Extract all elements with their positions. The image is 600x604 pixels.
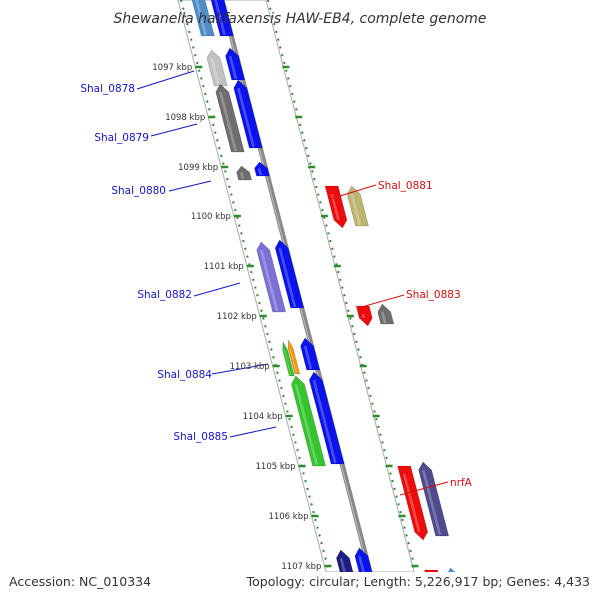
gene-arrow-shine [257, 167, 263, 176]
genome-summary-text: Topology: circular; Length: 5,226,917 bp… [246, 574, 590, 589]
gene-label-leader [329, 184, 377, 200]
gene-arrow [282, 340, 295, 377]
gene-arrow [424, 569, 439, 572]
gene-arrow-shine [350, 193, 362, 226]
gene-arrow-shine [259, 249, 279, 312]
gene-arrow-shine [361, 313, 366, 319]
gene-arrow-shine [283, 349, 292, 376]
gene-arrow [225, 47, 246, 81]
gene-arrow [191, 0, 215, 37]
gene-arrow [236, 165, 252, 181]
gene-label-forward: Shal_0884 [157, 369, 212, 381]
gene-label-forward: Shal_0882 [137, 289, 192, 301]
gene-arrow-shine [402, 473, 421, 533]
position-label: 1098 kbp [165, 113, 205, 123]
gene-arrow-shine [239, 171, 245, 180]
gene-label-forward: Shal_0880 [111, 185, 166, 197]
accession-text: Accession: NC_010334 [9, 574, 151, 589]
gene-label-forward: Shal_0885 [173, 431, 228, 443]
gene-arrow [377, 303, 395, 325]
gene-label-leader [168, 180, 212, 192]
gene-features [191, 0, 456, 572]
gene-arrow [274, 239, 305, 309]
gene-arrow [397, 465, 429, 541]
position-label: 1105 kbp [256, 462, 296, 472]
position-label: 1103 kbp [230, 362, 270, 372]
gene-label-reverse: Shal_0881 [378, 180, 433, 192]
gene-arrow [308, 371, 345, 465]
gene-arrow [336, 549, 354, 572]
position-label: 1100 kbp [191, 212, 231, 222]
gene-arrow-shine [339, 557, 346, 572]
gene-label-leader [193, 282, 241, 297]
map-title: Shewanella halifaxensis HAW-EB4, complet… [113, 11, 486, 27]
position-labels: 1097 kbp 1098 kbp 1099 kbp 1100 kbp 1101 kbp… [152, 63, 321, 572]
gene-arrow [324, 185, 348, 229]
gene-arrow-shine [219, 91, 237, 152]
gene-arrow-shine [195, 0, 207, 36]
position-label: 1099 kbp [178, 163, 218, 173]
gene-arrow-shine [228, 55, 238, 80]
gene-arrow-shine [421, 469, 442, 536]
gene-arrow [254, 161, 270, 177]
gene-label-leader [357, 294, 405, 309]
gene-arrow [418, 461, 450, 537]
gene-arrow [215, 83, 245, 153]
gene-label-leader [211, 363, 269, 375]
position-label: 1104 kbp [243, 412, 283, 422]
gene-label-leader [150, 123, 198, 137]
gene-arrow-shine [303, 345, 313, 370]
gene-arrow [256, 241, 287, 313]
gene-arrow [447, 567, 456, 572]
label-leaders [136, 70, 449, 496]
gene-label-forward: Shal_0878 [80, 83, 135, 95]
gene-arrow [233, 79, 263, 149]
gene-label-leader [229, 426, 277, 438]
gene-arrow-shine [381, 311, 387, 324]
gene-arrow-shine [210, 57, 220, 86]
position-label: 1107 kbp [281, 562, 321, 572]
gene-arrow [287, 338, 301, 375]
gene-label-forward: Shal_0879 [94, 132, 149, 144]
gene-arrow [206, 49, 228, 87]
gene-arrow-shine [214, 0, 226, 36]
position-label: 1097 kbp [152, 63, 192, 73]
gene-arrow-shine [289, 347, 297, 374]
gene-arrow-shine [294, 383, 319, 466]
gene-arrow [291, 375, 326, 467]
gene-arrow [300, 337, 321, 371]
gene-label-reverse: Shal_0883 [406, 289, 461, 301]
position-label: 1102 kbp [217, 312, 257, 322]
position-label: 1106 kbp [268, 512, 308, 522]
gene-arrow [354, 547, 373, 572]
position-label: 1101 kbp [204, 262, 244, 272]
gene-arrow-shine [312, 379, 337, 464]
gene-label-reverse: nrfA [450, 477, 473, 489]
map-body: 1097 kbp 1098 kbp 1099 kbp 1100 kbp 1101 kbp… [136, 0, 456, 572]
gene-arrow-shine [358, 555, 365, 572]
gene-label-leader [399, 481, 449, 496]
gene-arrow [355, 305, 373, 327]
gene-arrow [346, 185, 369, 227]
gene-arrow [210, 0, 234, 37]
gene-label-leader [136, 70, 195, 90]
major-ticks [195, 65, 419, 568]
gene-arrow-shine [237, 87, 255, 148]
gene-arrow-shine [278, 247, 297, 308]
gene-label-layer: Shal_0878 Shal_0879 Shal_0880 Shal_0882 Shal… [80, 83, 472, 489]
